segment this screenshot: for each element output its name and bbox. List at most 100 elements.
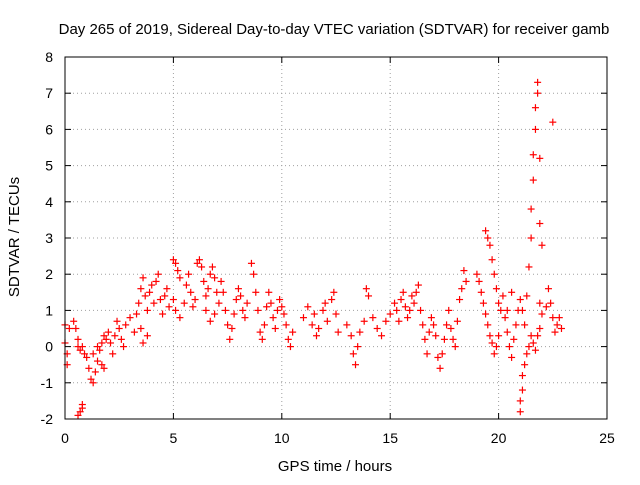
data-point-marker [542, 303, 550, 311]
data-point-marker [404, 314, 412, 322]
data-point-marker [497, 306, 505, 314]
data-point-marker [414, 281, 422, 289]
data-point-marker [399, 288, 407, 296]
data-point-marker [362, 285, 370, 293]
data-point-marker [226, 335, 234, 343]
y-tick-label: 5 [45, 158, 53, 174]
data-point-marker [382, 317, 390, 325]
data-point-marker [553, 321, 561, 329]
data-point-marker [458, 285, 466, 293]
data-point-marker [529, 176, 537, 184]
data-point-marker [263, 303, 271, 311]
data-point-marker [219, 288, 227, 296]
data-point-marker [65, 325, 73, 332]
data-point-marker [534, 332, 542, 340]
x-tick-label: 25 [599, 430, 615, 446]
data-point-marker [247, 259, 255, 267]
data-point-marker [391, 299, 399, 307]
data-point-marker [85, 364, 93, 372]
data-point-marker [536, 299, 544, 307]
data-point-marker [182, 281, 190, 289]
data-point-marker [215, 299, 223, 307]
data-point-marker [260, 321, 268, 329]
data-point-marker [495, 332, 503, 340]
data-point-marker [78, 401, 86, 409]
data-point-marker [488, 339, 496, 347]
data-point-marker [503, 328, 511, 336]
data-point-marker [286, 343, 294, 351]
data-point-marker [551, 328, 559, 336]
data-point-marker [150, 299, 158, 307]
data-point-marker [525, 343, 533, 351]
x-axis-label: GPS time / hours [278, 458, 392, 475]
y-tick-label: 3 [45, 230, 53, 246]
data-point-marker [187, 288, 195, 296]
data-point-marker [365, 292, 373, 300]
data-point-marker [137, 285, 145, 293]
data-point-marker [529, 339, 537, 347]
data-point-marker [462, 277, 470, 285]
data-point-marker [211, 274, 219, 282]
data-point-marker [473, 270, 481, 278]
data-point-marker [100, 332, 108, 340]
data-point-marker [213, 288, 221, 296]
data-point-marker [516, 408, 524, 416]
y-tick-label: 4 [45, 194, 53, 210]
data-point-marker [269, 314, 277, 322]
data-point-marker [146, 288, 154, 296]
data-point-marker [172, 259, 180, 267]
y-tick-label: 0 [45, 339, 53, 355]
data-point-marker [211, 310, 219, 318]
data-point-marker [304, 303, 312, 311]
data-point-marker [70, 317, 78, 325]
data-point-marker [139, 274, 147, 282]
data-point-marker [557, 325, 565, 332]
data-point-marker [122, 321, 130, 329]
data-point-marker [490, 350, 498, 358]
data-point-marker [516, 397, 524, 405]
data-point-marker [141, 292, 149, 300]
data-point-marker [185, 270, 193, 278]
data-point-marker [531, 346, 539, 354]
data-point-marker [386, 310, 394, 318]
data-point-marker [536, 325, 544, 332]
data-point-marker [549, 314, 557, 322]
data-point-marker [254, 306, 262, 314]
data-point-marker [96, 346, 104, 354]
data-point-marker [328, 296, 336, 304]
data-point-marker [323, 317, 331, 325]
data-point-marker [120, 343, 128, 351]
data-point-marker [156, 296, 164, 304]
data-point-marker [206, 317, 214, 325]
data-point-marker [477, 288, 485, 296]
data-point-marker [397, 296, 405, 304]
data-point-marker [252, 288, 260, 296]
data-point-marker [347, 332, 355, 340]
data-point-marker [503, 306, 511, 314]
y-tick-label: 7 [45, 85, 53, 101]
data-point-marker [100, 364, 108, 372]
data-point-marker [527, 205, 535, 213]
data-point-marker [89, 350, 97, 358]
data-point-marker [276, 296, 284, 304]
y-tick-label: -1 [41, 375, 54, 391]
data-point-marker [436, 364, 444, 372]
data-point-marker [508, 353, 516, 361]
data-point-marker [81, 350, 89, 358]
data-point-marker [486, 241, 494, 249]
grid-lines [65, 57, 607, 419]
data-point-marker [332, 310, 340, 318]
data-point-marker [133, 310, 141, 318]
data-point-marker [107, 339, 115, 347]
data-point-marker [265, 288, 273, 296]
data-point-marker [451, 343, 459, 351]
data-point-marker [191, 296, 199, 304]
data-point-marker [165, 303, 173, 311]
x-tick-label: 15 [382, 430, 398, 446]
data-point-marker [163, 285, 171, 293]
data-point-marker [460, 267, 468, 275]
data-point-marker [224, 321, 232, 329]
data-point-marker [152, 277, 160, 285]
